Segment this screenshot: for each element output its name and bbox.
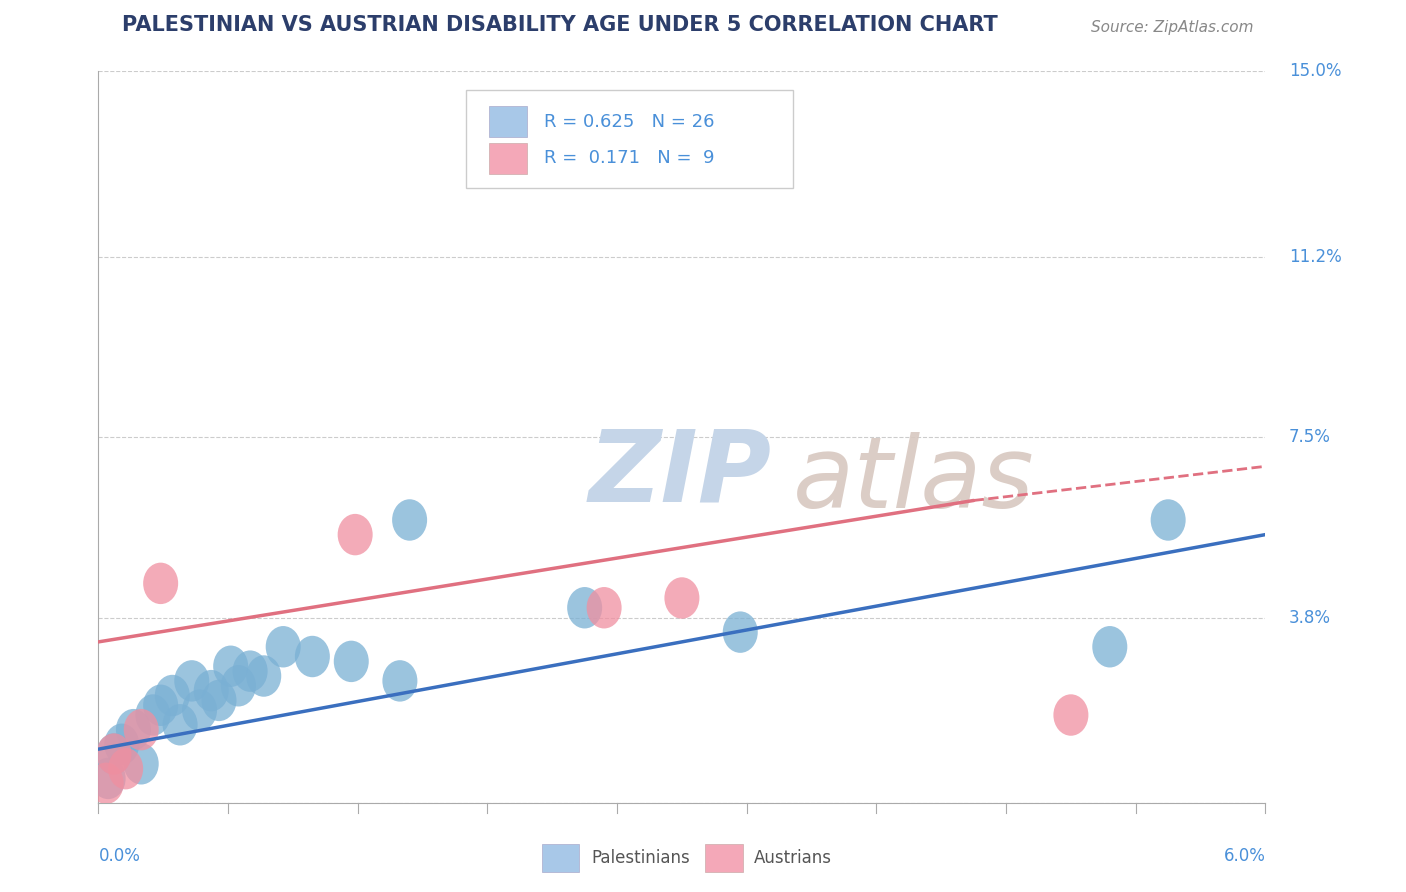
Ellipse shape: [97, 733, 132, 775]
Ellipse shape: [201, 680, 236, 721]
Ellipse shape: [181, 690, 217, 731]
Ellipse shape: [1053, 694, 1088, 736]
Ellipse shape: [194, 670, 229, 712]
Text: 0.0%: 0.0%: [98, 847, 141, 864]
Ellipse shape: [214, 646, 249, 687]
Ellipse shape: [143, 563, 179, 604]
Text: ZIP: ZIP: [589, 425, 772, 522]
Text: Source: ZipAtlas.com: Source: ZipAtlas.com: [1091, 20, 1254, 35]
Ellipse shape: [295, 636, 330, 677]
FancyBboxPatch shape: [489, 106, 527, 137]
Ellipse shape: [163, 704, 198, 746]
Ellipse shape: [665, 577, 699, 619]
Ellipse shape: [246, 656, 281, 697]
Text: PALESTINIAN VS AUSTRIAN DISABILITY AGE UNDER 5 CORRELATION CHART: PALESTINIAN VS AUSTRIAN DISABILITY AGE U…: [122, 15, 997, 35]
Ellipse shape: [567, 587, 602, 629]
Ellipse shape: [1150, 500, 1185, 541]
Ellipse shape: [124, 709, 159, 750]
Ellipse shape: [135, 694, 170, 736]
Ellipse shape: [337, 514, 373, 556]
Ellipse shape: [115, 709, 150, 750]
Ellipse shape: [1092, 626, 1128, 667]
Ellipse shape: [108, 747, 143, 789]
Ellipse shape: [155, 674, 190, 716]
FancyBboxPatch shape: [489, 143, 527, 174]
Ellipse shape: [143, 684, 179, 726]
Ellipse shape: [382, 660, 418, 702]
Text: Palestinians: Palestinians: [591, 848, 689, 867]
Ellipse shape: [174, 660, 209, 702]
Ellipse shape: [232, 650, 267, 692]
Ellipse shape: [221, 665, 256, 706]
Ellipse shape: [723, 611, 758, 653]
FancyBboxPatch shape: [465, 90, 793, 188]
Text: 7.5%: 7.5%: [1289, 428, 1330, 446]
Text: 3.8%: 3.8%: [1289, 608, 1330, 626]
Ellipse shape: [266, 626, 301, 667]
Ellipse shape: [89, 763, 124, 804]
Ellipse shape: [586, 587, 621, 629]
Ellipse shape: [97, 733, 132, 775]
Text: R =  0.171   N =  9: R = 0.171 N = 9: [544, 149, 714, 168]
Text: atlas: atlas: [793, 433, 1035, 530]
FancyBboxPatch shape: [541, 844, 579, 871]
Ellipse shape: [124, 743, 159, 785]
Ellipse shape: [392, 500, 427, 541]
FancyBboxPatch shape: [706, 844, 742, 871]
Text: 6.0%: 6.0%: [1223, 847, 1265, 864]
Text: R = 0.625   N = 26: R = 0.625 N = 26: [544, 112, 714, 131]
Text: Austrians: Austrians: [754, 848, 832, 867]
Ellipse shape: [90, 757, 125, 799]
Text: 15.0%: 15.0%: [1289, 62, 1341, 80]
Ellipse shape: [104, 723, 139, 765]
Text: 11.2%: 11.2%: [1289, 248, 1341, 266]
Ellipse shape: [333, 640, 368, 682]
